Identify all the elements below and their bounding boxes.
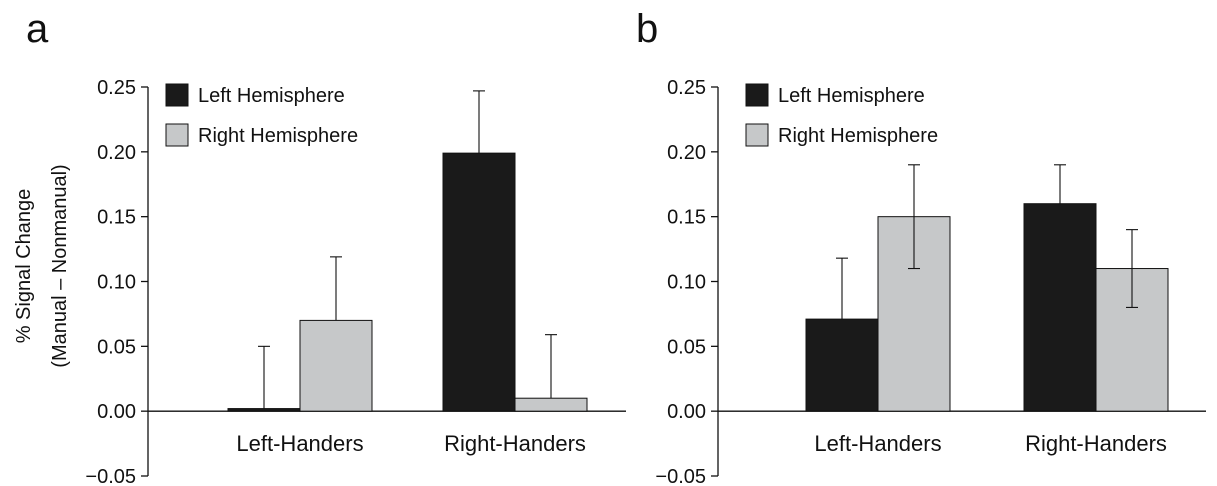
bar-left-hemisphere	[442, 152, 516, 412]
x-category-label: Left-Handers	[236, 431, 363, 456]
y-tick-label: 0.25	[667, 77, 706, 99]
x-category-label: Right-Handers	[1025, 431, 1167, 456]
legend-swatch	[165, 83, 189, 107]
y-tick-label: 0.05	[97, 336, 136, 358]
legend-label: Right Hemisphere	[778, 125, 938, 147]
axes-b: −0.05 0.00 0.05 0.10 0.15 0.20 0.25 Left-Hander…	[655, 77, 1206, 486]
y-axis-label-line-2: (Manual – Nonmanual)	[49, 164, 71, 367]
bars-b	[805, 164, 1169, 412]
bar-left-hemisphere	[805, 318, 879, 412]
y-tick-label: 0.10	[97, 272, 136, 294]
legend-label: Left Hemisphere	[778, 85, 925, 107]
legend-swatch	[745, 83, 769, 107]
y-tick-label: 0.25	[97, 77, 136, 99]
legend-b: Left Hemisphere Right Hemisphere	[745, 83, 938, 147]
y-tick-label: −0.05	[655, 466, 706, 486]
y-tick-label: −0.05	[85, 466, 136, 486]
y-tick-label: 0.15	[667, 207, 706, 229]
x-category-label: Left-Handers	[814, 431, 941, 456]
legend-label: Right Hemisphere	[198, 125, 358, 147]
legend-label: Left Hemisphere	[198, 85, 345, 107]
bar-left-hemisphere	[227, 408, 301, 412]
bar-left-hemisphere	[1023, 203, 1097, 412]
bars-a	[227, 90, 588, 412]
y-tick-label: 0.20	[667, 142, 706, 164]
axes-a: −0.05 0.00 0.05 0.10 0.15 0.20 0.25 Left-Hander…	[85, 77, 626, 486]
legend-a: Left Hemisphere Right Hemisphere	[165, 83, 358, 147]
panel-label-a: a	[26, 7, 49, 51]
y-tick-label: 0.00	[667, 401, 706, 423]
legend-swatch	[165, 123, 189, 147]
bar-right-hemisphere	[299, 319, 373, 412]
y-tick-label: 0.15	[97, 207, 136, 229]
y-tick-label: 0.20	[97, 142, 136, 164]
x-category-label: Right-Handers	[444, 431, 586, 456]
panel-label-b: b	[636, 7, 658, 51]
panel-b: b −0.05 0.00 0.05 0.10 0.15 0.20 0.25 Left-Hand…	[636, 7, 1206, 486]
y-tick-label: 0.05	[667, 336, 706, 358]
y-tick-label: 0.10	[667, 272, 706, 294]
legend-swatch	[745, 123, 769, 147]
y-axis-label-line-1: % Signal Change	[13, 189, 35, 344]
panel-a: a % Signal Change (Manual – Nonmanual) −…	[13, 7, 626, 486]
y-axis-label: % Signal Change (Manual – Nonmanual)	[13, 164, 71, 367]
y-tick-label: 0.00	[97, 401, 136, 423]
bar-right-hemisphere	[514, 397, 588, 412]
